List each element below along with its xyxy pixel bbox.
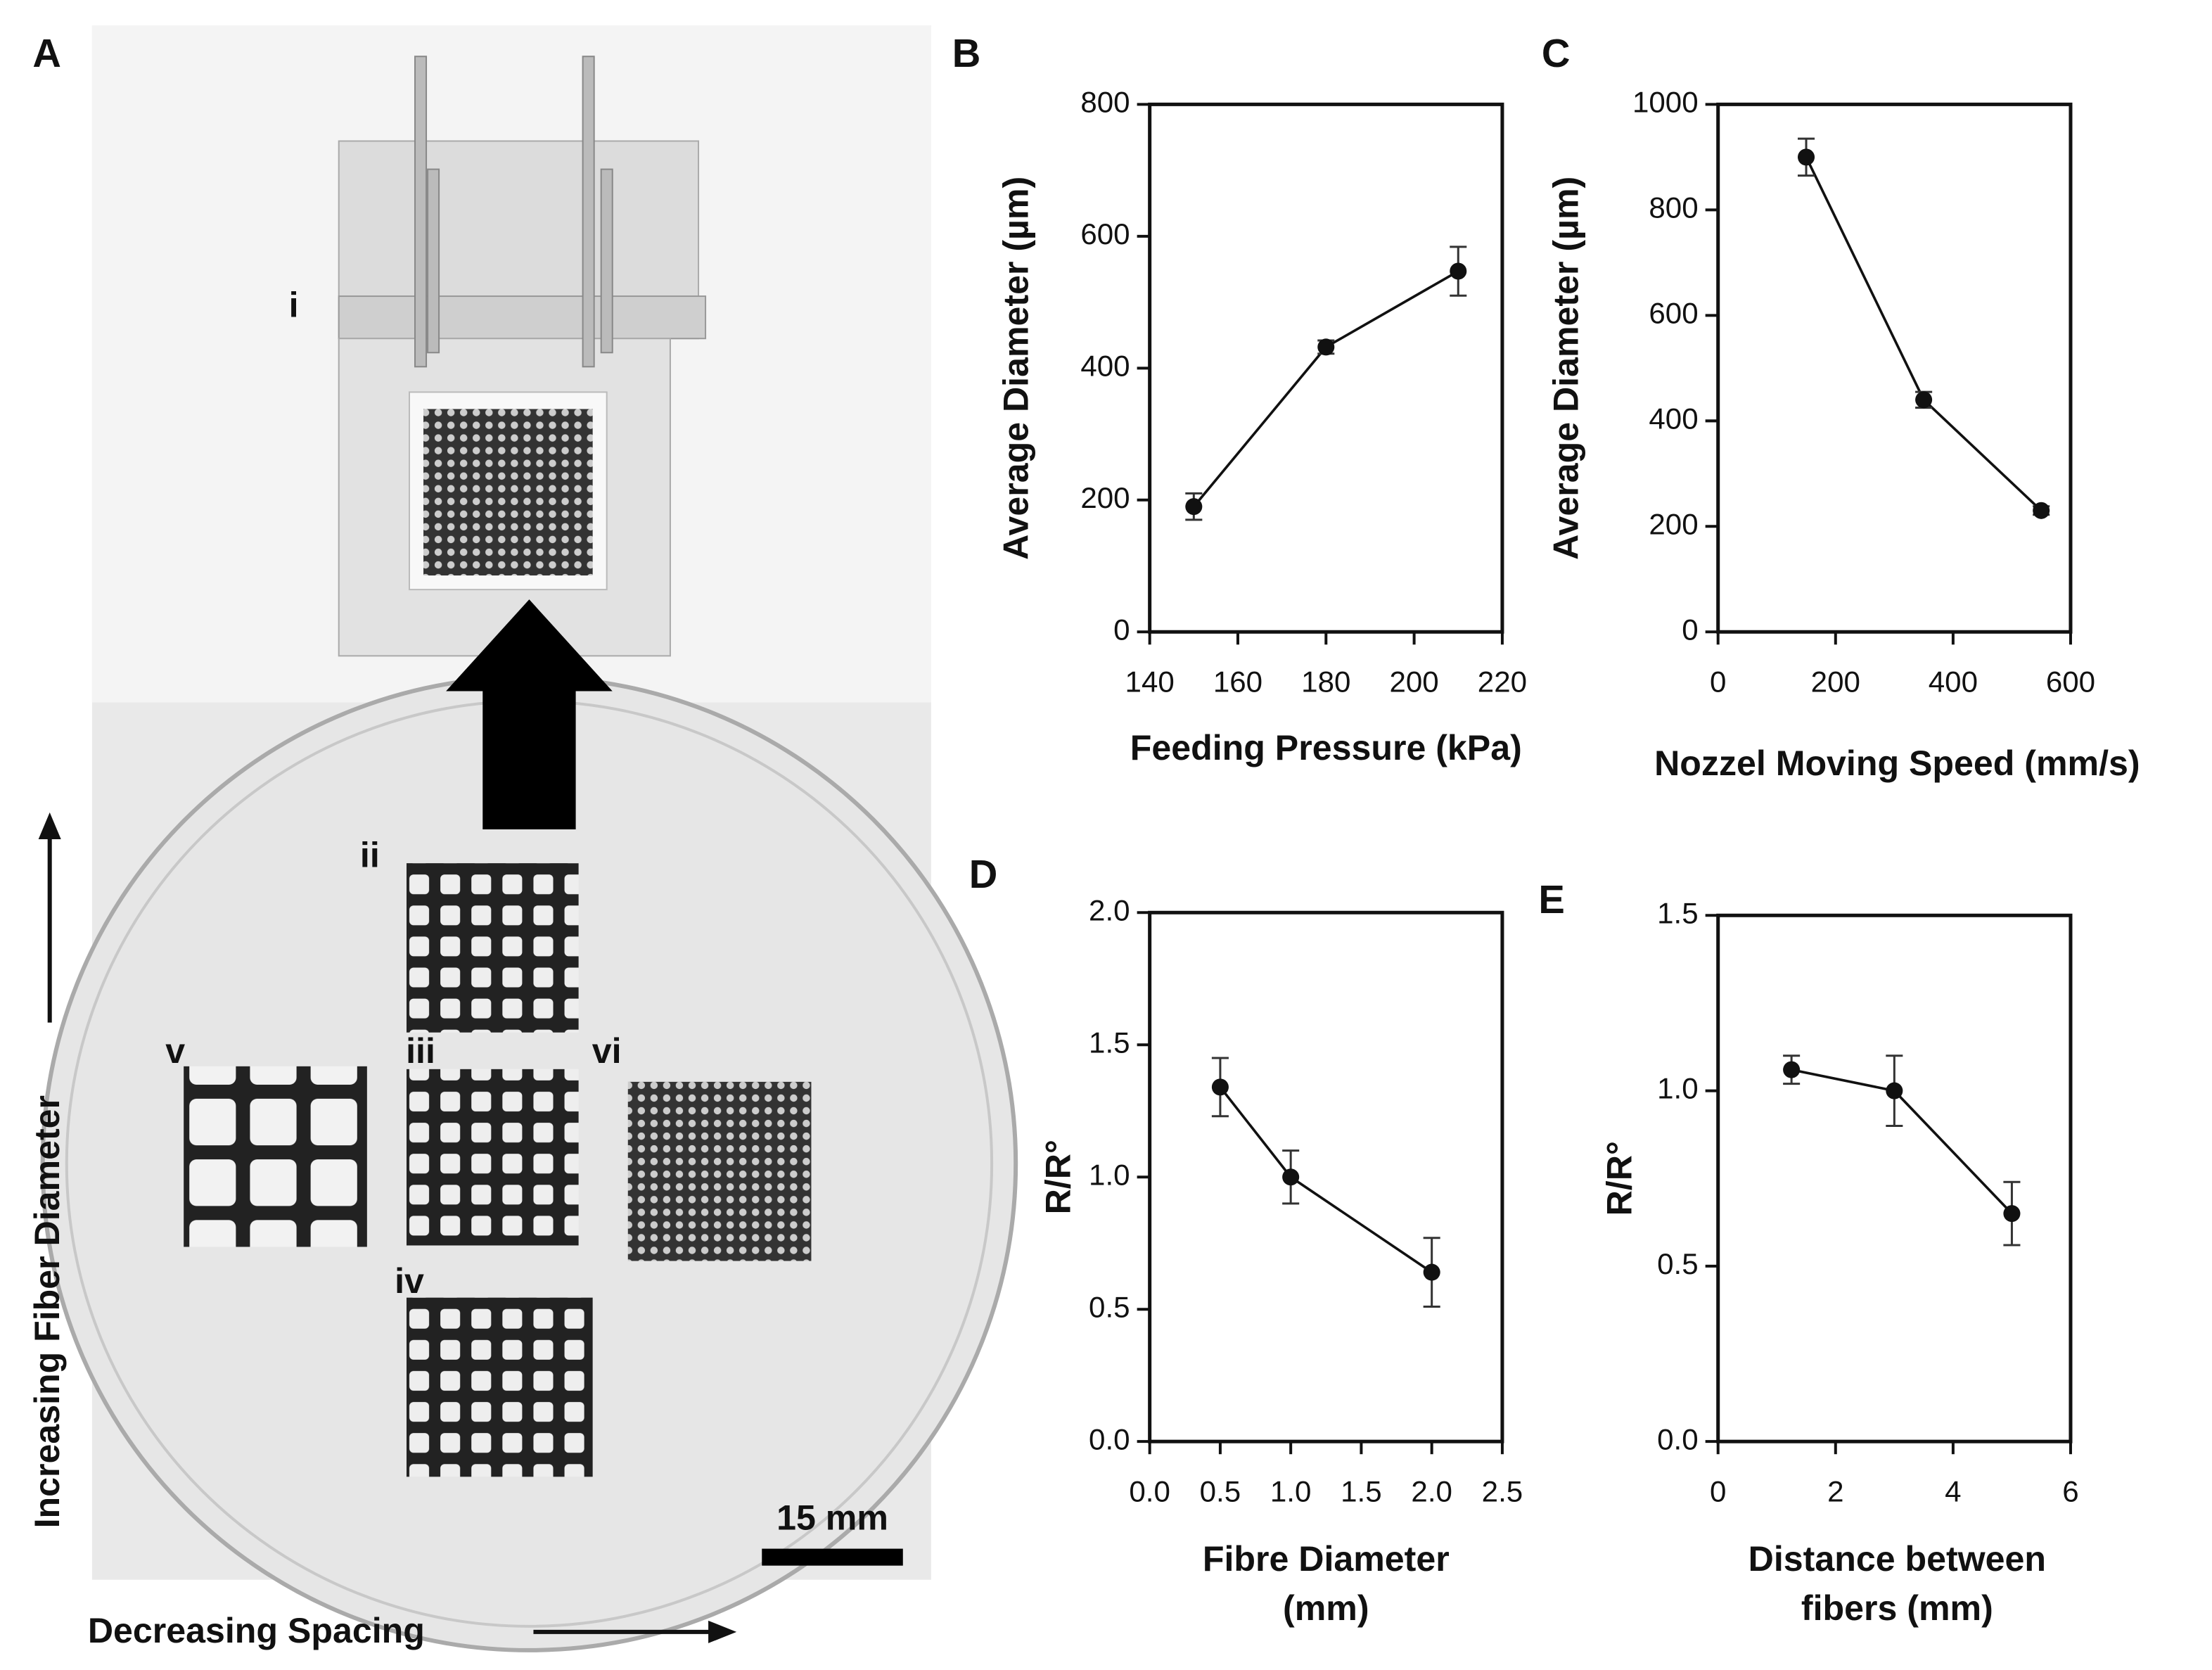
x-tick-label: 2 [1827, 1474, 1843, 1508]
sample-label: i [289, 285, 299, 324]
data-point [1282, 1168, 1300, 1186]
x-tick-label: 6 [2062, 1474, 2078, 1508]
data-point [1886, 1082, 1903, 1099]
y-tick-label: 1000 [1632, 85, 1699, 118]
y-tick-label: 1.0 [1657, 1072, 1699, 1105]
y-tick-label: 800 [1080, 85, 1130, 118]
y-axis-label: Average Diameter (µm) [1546, 177, 1585, 560]
panel-label: C [1542, 31, 1571, 75]
y-tick-label: 1.5 [1657, 896, 1699, 929]
sample-label: iii [406, 1031, 435, 1071]
x-tick-label: 180 [1301, 665, 1350, 699]
sample-label: vi [592, 1031, 622, 1071]
x-tick-label: 2.0 [1411, 1474, 1452, 1508]
x-tick-label: 0 [1710, 665, 1726, 699]
plot-frame [1716, 102, 2073, 634]
data-point [1211, 1078, 1229, 1096]
x-tick-label: 220 [1478, 665, 1527, 699]
y-tick-label: 800 [1649, 191, 1698, 224]
plot-frame [1148, 910, 1504, 1443]
x-tick-label: 4 [1945, 1474, 1961, 1508]
y-tick-label: 0 [1113, 613, 1130, 646]
y-tick-label: 200 [1649, 507, 1698, 540]
data-point [1185, 498, 1203, 516]
sample-label: v [165, 1031, 185, 1071]
x-axis-label: Nozzel Moving Speed (mm/s) [1654, 744, 2140, 783]
x-arrow-label: Decreasing Spacing [88, 1611, 425, 1650]
x-tick-label: 1.5 [1341, 1474, 1382, 1508]
y-tick-label: 400 [1649, 402, 1698, 435]
data-point [1317, 338, 1335, 356]
y-arrow-label: Increasing Fiber Diameter [27, 1095, 67, 1528]
y-axis-label: Average Diameter (µm) [996, 177, 1035, 560]
panel-label: B [952, 31, 981, 75]
data-point [1450, 262, 1467, 280]
y-tick-label: 0.5 [1089, 1290, 1130, 1323]
plot-frame [1148, 102, 1504, 634]
x-axis-label: fibers (mm) [1801, 1588, 1993, 1628]
y-tick-label: 2.0 [1089, 893, 1130, 926]
data-point [2003, 1205, 2021, 1223]
data-point [2033, 502, 2050, 519]
y-tick-label: 0 [1682, 613, 1698, 646]
y-tick-label: 200 [1080, 481, 1130, 514]
x-axis-label: Fibre Diameter [1203, 1539, 1450, 1579]
x-tick-label: 140 [1125, 665, 1175, 699]
data-point [1423, 1263, 1440, 1281]
data-line [1192, 269, 1459, 508]
x-tick-label: 1.0 [1270, 1474, 1312, 1508]
y-tick-label: 1.0 [1089, 1158, 1130, 1191]
x-axis-label: Feeding Pressure (kPa) [1130, 728, 1522, 767]
data-line [1805, 156, 2042, 512]
x-tick-label: 2.5 [1482, 1474, 1523, 1508]
y-tick-label: 600 [1080, 217, 1130, 250]
x-tick-label: 600 [2046, 665, 2095, 699]
data-line [1219, 1086, 1433, 1274]
y-tick-label: 0.0 [1657, 1422, 1699, 1455]
y-axis-label: R/R° [1600, 1141, 1639, 1216]
x-axis-label: (mm) [1283, 1588, 1369, 1628]
x-axis-label: Distance between [1748, 1539, 2046, 1579]
x-tick-label: 200 [1389, 665, 1438, 699]
y-tick-label: 400 [1080, 349, 1130, 382]
y-axis-label: R/R° [1039, 1140, 1078, 1214]
panel-label: A [32, 31, 61, 75]
x-tick-label: 160 [1213, 665, 1262, 699]
x-tick-label: 200 [1811, 665, 1860, 699]
sample-label: ii [360, 835, 380, 874]
data-point [1797, 148, 1815, 166]
data-point [1783, 1061, 1801, 1078]
data-point [1915, 391, 1933, 409]
x-tick-label: 0 [1710, 1474, 1726, 1508]
sample-label: iv [395, 1261, 424, 1301]
y-tick-label: 0.5 [1657, 1247, 1699, 1280]
photo [38, 25, 1018, 1652]
y-tick-label: 0.0 [1089, 1422, 1130, 1455]
plot-frame [1716, 913, 2073, 1443]
panel-label: E [1538, 877, 1564, 922]
y-tick-label: 1.5 [1089, 1026, 1130, 1059]
x-tick-label: 0.0 [1129, 1474, 1170, 1508]
x-tick-label: 400 [1929, 665, 1978, 699]
panel-label: D [969, 852, 998, 896]
y-tick-label: 600 [1649, 296, 1698, 329]
scale-bar-label: 15 mm [776, 1498, 888, 1538]
x-tick-label: 0.5 [1200, 1474, 1241, 1508]
